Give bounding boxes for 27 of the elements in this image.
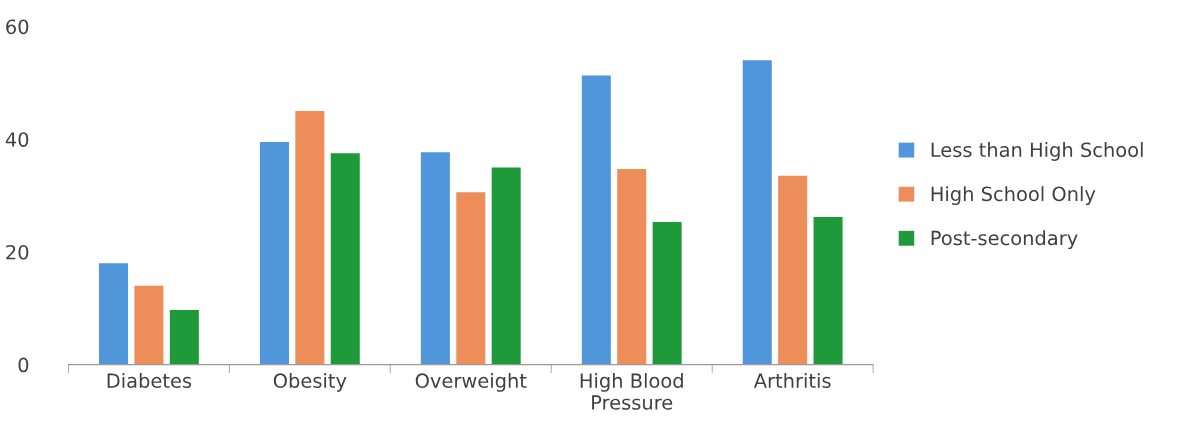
legend-label: High School Only bbox=[931, 186, 1096, 205]
y-tick-label: 60 bbox=[6, 19, 29, 35]
x-tick-label: Overweight bbox=[415, 372, 527, 392]
bar bbox=[169, 309, 199, 365]
x-tick-label: High Blood Pressure bbox=[580, 372, 683, 410]
legend-label: Less than High School bbox=[931, 142, 1143, 161]
bar bbox=[295, 111, 325, 365]
bar bbox=[778, 175, 808, 365]
bar bbox=[742, 60, 772, 365]
y-tick-label: 0 bbox=[18, 357, 29, 373]
y-tick-label: 40 bbox=[5, 132, 29, 147]
bar bbox=[491, 167, 521, 365]
bar bbox=[420, 152, 450, 365]
bar bbox=[330, 153, 360, 365]
bar bbox=[581, 75, 611, 365]
x-tick-label: Obesity bbox=[273, 372, 347, 392]
x-tick-label: Diabetes bbox=[107, 372, 192, 389]
bar bbox=[259, 142, 289, 365]
bar bbox=[456, 192, 486, 365]
legend-label: Post-secondary bbox=[931, 230, 1078, 250]
bar bbox=[652, 222, 682, 365]
bar bbox=[617, 169, 647, 365]
x-tick-label: Arthritis bbox=[753, 372, 831, 389]
bar bbox=[134, 285, 164, 365]
bar bbox=[99, 263, 129, 365]
y-tick-label: 20 bbox=[6, 244, 29, 260]
bar bbox=[813, 217, 843, 365]
